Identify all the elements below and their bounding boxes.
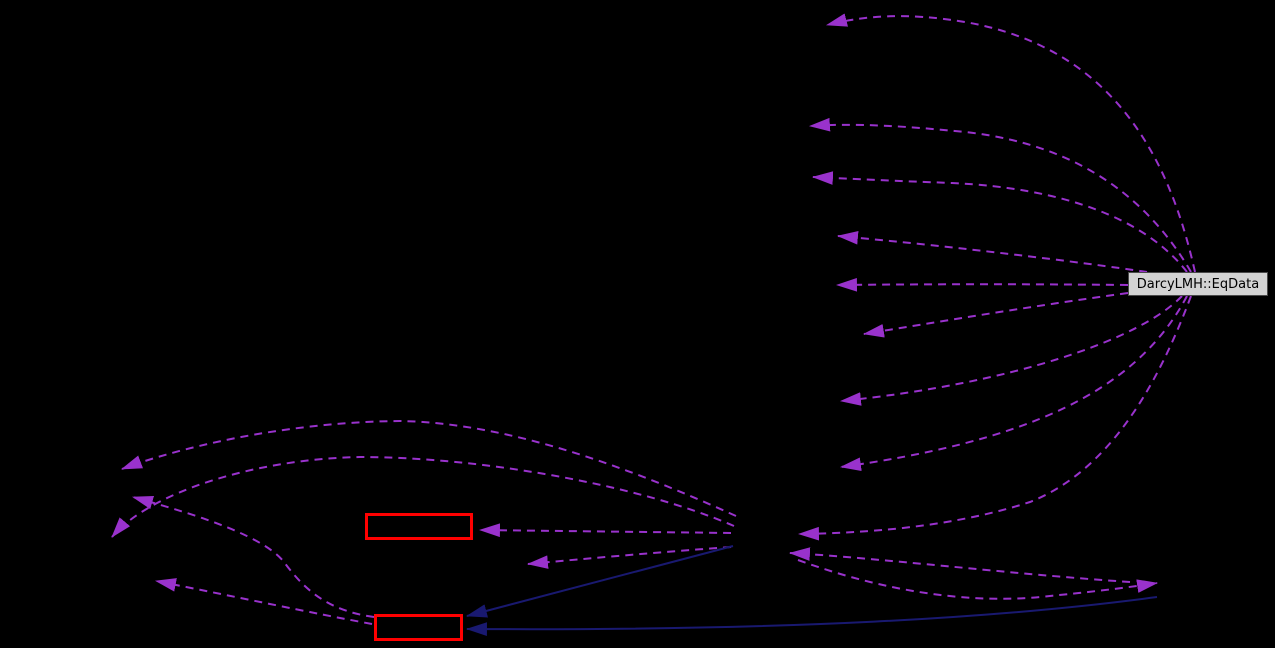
node-darcylmh-eqdata-label: DarcyLMH::EqData (1136, 276, 1260, 292)
edge-hub-to-n9 (526, 546, 732, 569)
edge-hub-to-n10 (121, 419, 737, 517)
edge-eqdata-to-n7 (839, 295, 1183, 406)
edge-eqdata-to-n2 (808, 117, 1192, 273)
edge-hub-to-truncated-1 (478, 523, 732, 538)
edge-eqdata-to-n3 (811, 171, 1188, 273)
edge-hub-to-bottomright (797, 559, 1159, 600)
edge-eqdata-to-n6 (862, 292, 1129, 338)
edge-truncated-2-to-n13 (154, 578, 373, 625)
edge-eqdata-to-n8 (839, 295, 1188, 471)
edge-eqdata-to-n4 (836, 230, 1148, 273)
edge-eqdata-to-n1 (825, 13, 1196, 273)
edge-bottomright-to-hub (788, 547, 1131, 583)
node-darcylmh-eqdata: DarcyLMH::EqData (1128, 272, 1268, 296)
edge-hub-to-n11 (111, 455, 735, 538)
edge-bottomright-to-truncated-2 (465, 596, 1158, 636)
edge-eqdata-to-n5 (835, 277, 1129, 292)
edge-truncated-2-to-n12 (131, 495, 375, 618)
edge-eqdata-to-hub (797, 295, 1192, 541)
edge-hub-to-truncated-2 (465, 545, 734, 618)
truncated-node-2[interactable] (374, 614, 463, 641)
edge-group (111, 13, 1196, 636)
truncated-node-1[interactable] (365, 513, 473, 540)
